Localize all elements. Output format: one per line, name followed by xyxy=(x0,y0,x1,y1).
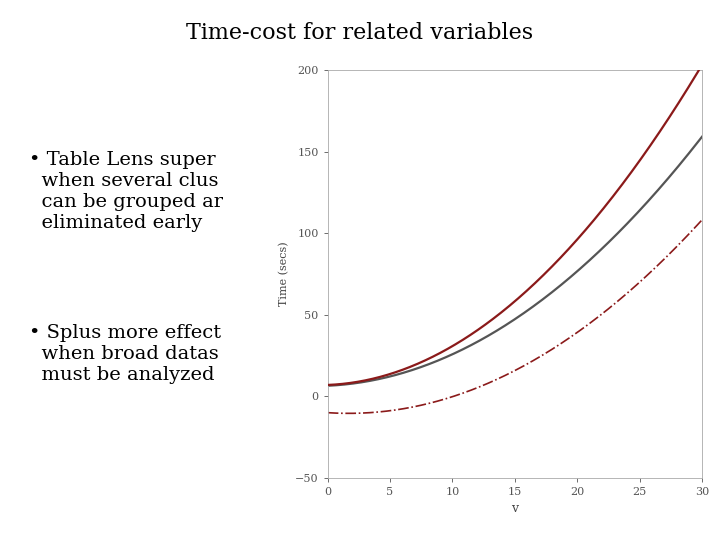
Text: • Table Lens super
  when several clus
  can be grouped ar
  eliminated early: • Table Lens super when several clus can… xyxy=(29,151,222,232)
Legend: Table Lens (C = 0), Splus (R = 8), Table Lens (C = 7): Table Lens (C = 0), Splus (R = 8), Table… xyxy=(325,536,473,540)
Text: Time-cost for related variables: Time-cost for related variables xyxy=(186,22,534,44)
X-axis label: v: v xyxy=(511,503,518,516)
Y-axis label: Time (secs): Time (secs) xyxy=(279,242,289,306)
Text: • Splus more effect
  when broad datas
  must be analyzed: • Splus more effect when broad datas mus… xyxy=(29,324,221,383)
